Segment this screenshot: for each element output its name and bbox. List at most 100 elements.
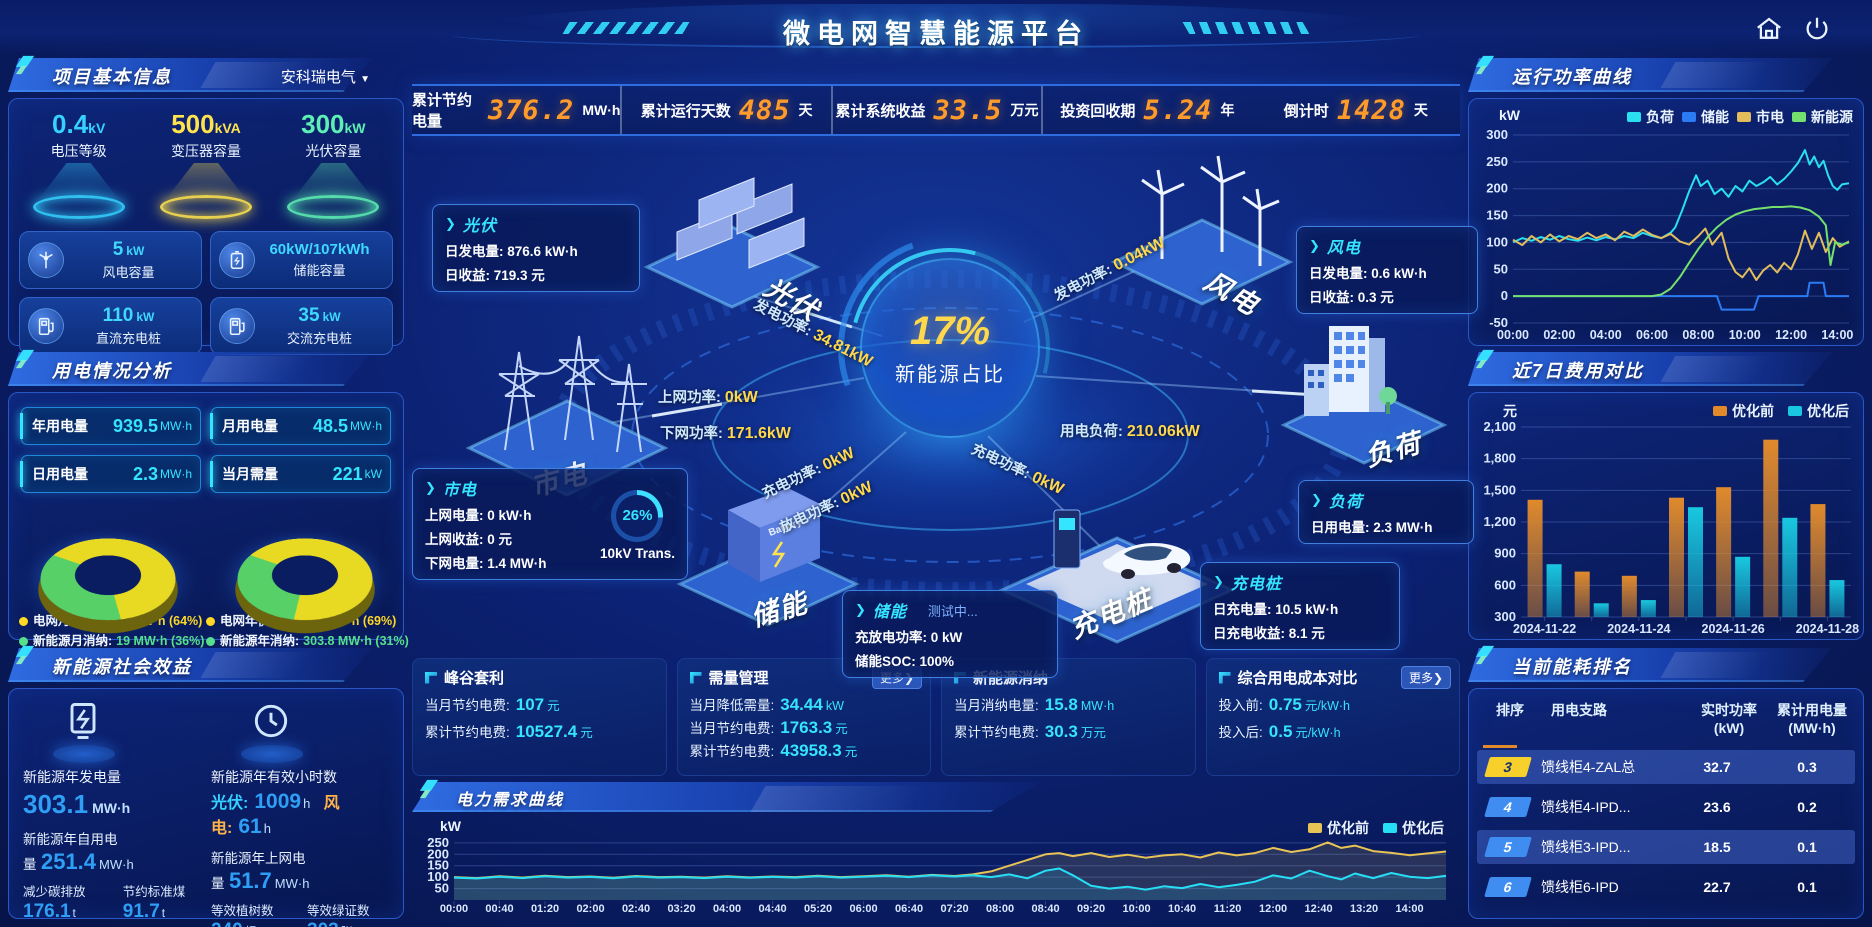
flow-load-power: 用电负荷: 210.06kW — [1060, 420, 1200, 441]
panel-usage-header: 用电情况分析 — [8, 352, 404, 386]
panel-power-header: 运行功率曲线 — [1468, 58, 1864, 92]
home-icon[interactable] — [1754, 14, 1784, 44]
spot-voltage: 0.4kV 电压等级 — [20, 109, 138, 219]
card-corner-icon — [690, 672, 702, 684]
svg-text:14:00: 14:00 — [1821, 328, 1853, 342]
power-unit-label: kW — [1499, 107, 1520, 123]
panel-corner-icon — [1474, 54, 1496, 76]
capacity-spotlights: 0.4kV 电压等级 500kVA 变压器容量 300kW 光伏容量 — [9, 99, 403, 219]
dashboard: 微电网智慧能源平台 累计节约电量 376.2 MW·h 累计运行天数 485 天 累计系… — [0, 0, 1872, 927]
rank-badge: 5 — [1484, 837, 1532, 857]
card-dc-charger: 110 kW 直流充电桩 — [19, 297, 202, 355]
panel-cost-compare: 近7日费用对比 元 优化前 优化后 2,100 1,800 1,500 1,200 900… — [1468, 352, 1864, 640]
svg-text:2024-11-22: 2024-11-22 — [1513, 622, 1576, 636]
spotlight-ring — [33, 195, 125, 219]
capacity-cards: 5 kW 风电容量 60kW/107kWh 储能容量 110 kW 直流充电桩 35 kW 交… — [9, 219, 403, 367]
month-supply-donut — [33, 501, 183, 605]
stat-month-demand: 当月需量 221 kW — [211, 455, 391, 493]
rank-badge: 4 — [1484, 797, 1532, 817]
legend-item-优化前[interactable]: 优化前 — [1308, 818, 1369, 838]
grid-info-box: ❯ 市电 上网电量: 0 kW·h 上网收益: 0 元 下网电量: 1.4 MW·… — [412, 468, 688, 580]
charger-info-box: ❯ 充电桩 日充电量: 10.5 kW·h 日充电收益: 8.1 元 — [1200, 562, 1400, 650]
ranking-pagination-indicator — [1483, 745, 1517, 748]
table-row: 6 馈线柜6-IPD 22.7 0.1 — [1477, 870, 1855, 898]
usage-donuts — [9, 501, 403, 609]
stat-coal-saved: 节约标准煤 91.7 t — [123, 881, 201, 923]
svg-text:08:00: 08:00 — [1682, 328, 1714, 342]
dc-charger-icon — [28, 308, 64, 344]
card-cost-comparison: 综合用电成本对比 更多❯ 投入前: 0.75 元/kW·h 投入后: 0.5 元/kW·… — [1206, 658, 1461, 776]
cost-legend: 优化前 优化后 — [1713, 401, 1849, 421]
panel-corner-icon — [1474, 348, 1496, 370]
legend-item-优化前[interactable]: 优化前 — [1713, 401, 1774, 421]
svg-text:2,100: 2,100 — [1483, 421, 1516, 434]
clock-icon — [239, 699, 303, 763]
renewable-share-orb: 17% 新能源占比 — [860, 258, 1040, 438]
stat-year-usage: 年用电量 939.5 MW·h — [21, 407, 201, 445]
svg-text:200: 200 — [1486, 181, 1508, 196]
ranking-rows: 3 馈线柜4-ZAL总 32.7 0.3 4 馈线柜4-IPD... 23.6 0.… — [1469, 750, 1863, 898]
transformer-ring: 26% — [611, 490, 663, 542]
svg-text:2024-11-28: 2024-11-28 — [1796, 622, 1859, 636]
kpi-saved-energy: 累计节约电量 376.2 MW·h — [412, 86, 620, 134]
stat-month-usage: 月用电量 48.5 MW·h — [211, 407, 391, 445]
top-header: 微电网智慧能源平台 — [0, 0, 1872, 54]
svg-text:06:00: 06:00 — [1636, 328, 1668, 342]
svg-text:150: 150 — [1486, 208, 1508, 223]
legend-item-优化后[interactable]: 优化后 — [1788, 401, 1849, 421]
wind-turbine-icon — [28, 242, 64, 278]
flow-grid-up: 上网功率: 0kW — [658, 386, 758, 407]
card-corner-icon — [1219, 672, 1231, 684]
svg-text:900: 900 — [1494, 546, 1516, 561]
legend-item-储能[interactable]: 储能 — [1682, 107, 1729, 127]
arrow-icon: ❯ — [1309, 238, 1320, 254]
arrow-icon: ❯ — [425, 480, 436, 496]
legend-item-市电[interactable]: 市电 — [1737, 107, 1784, 127]
power-legend: 负荷 储能 市电 新能源 — [1627, 107, 1853, 127]
panel-corner-icon — [14, 644, 36, 666]
panel-demand-curve: 电力需求曲线 kW 优化前 优化后 250 200 150 100 50 00:00 00:4… — [412, 782, 1460, 918]
card-corner-icon — [425, 672, 437, 684]
stat-day-usage: 日用电量 2.3 MW·h — [21, 455, 201, 493]
panel-corner-icon — [14, 348, 36, 370]
cost-more-button[interactable]: 更多❯ — [1401, 666, 1451, 689]
cost-unit-label: 元 — [1503, 401, 1517, 421]
pv-info-box: ❯ 光伏 日发电量: 876.6 kW·h 日收益: 719.3 元 — [432, 204, 640, 292]
benefit-hours: 新能源年有效小时数 光伏: 1009 h 风电: 61 h 新能源年上网电量 51.7 M… — [211, 699, 389, 927]
power-icon[interactable] — [1802, 14, 1832, 44]
card-ac-charger: 35 kW 交流充电桩 — [210, 297, 393, 355]
arrow-icon: ❯ — [445, 216, 456, 232]
renewable-share-percent: 17% — [910, 309, 990, 354]
stat-green-certs: 等效绿证数 303张 — [307, 900, 389, 927]
svg-text:04:00: 04:00 — [1590, 328, 1622, 342]
legend-item-优化后[interactable]: 优化后 — [1383, 818, 1444, 838]
panel-project-info: 项目基本信息 安科瑞电气 ▼ 0.4kV 电压等级 500kVA 变压器容量 3… — [8, 58, 404, 346]
svg-text:50: 50 — [1494, 261, 1508, 276]
card-peak-valley: 峰谷套利 当月节约电费: 107 元 累计节约电费: 10527.4 元 — [412, 658, 667, 776]
panel-corner-icon — [1474, 644, 1496, 666]
page-title: 微电网智慧能源平台 — [0, 12, 1872, 51]
rank-badge: 6 — [1484, 877, 1532, 897]
legend-item-负荷[interactable]: 负荷 — [1627, 107, 1674, 127]
svg-text:2024-11-24: 2024-11-24 — [1607, 622, 1670, 636]
table-row: 5 馈线柜3-IPD... 18.5 0.1 — [1477, 830, 1855, 864]
transformer-load-gauge: 26% 10kV Trans. — [600, 488, 675, 561]
rank-badge: 3 — [1484, 757, 1532, 777]
panel-corner-icon — [14, 54, 36, 76]
panel-project-header: 项目基本信息 安科瑞电气 ▼ — [8, 58, 404, 92]
cost-chart: 2,1001,8001,5001,2009006003002024-11-22 2… — [1473, 421, 1859, 637]
energy-flow-scene: 17% 新能源占比 光伏 风电 — [412, 140, 1460, 654]
year-supply-donut — [230, 501, 380, 605]
panel-corner-icon — [418, 778, 440, 800]
legend-item-新能源[interactable]: 新能源 — [1792, 107, 1853, 127]
chevron-down-icon: ▼ — [360, 74, 370, 85]
table-row: 4 馈线柜4-IPD... 23.6 0.2 — [1477, 790, 1855, 824]
benefit-grid: 新能源年发电量 303.1 MW·h 新能源年自用电量 251.4 MW·h 减少碳… — [9, 689, 403, 927]
company-select[interactable]: 安科瑞电气 ▼ — [281, 66, 370, 87]
arrow-icon: ❯ — [855, 602, 866, 618]
panel-demand-header: 电力需求曲线 — [412, 782, 1460, 812]
flow-grid-down: 下网功率: 171.6kW — [660, 422, 791, 443]
spotlight-ring — [160, 195, 252, 219]
stat-co2-reduction: 减少碳排放 176.1 t — [23, 881, 109, 923]
arrow-icon: ❯ — [1213, 574, 1224, 590]
